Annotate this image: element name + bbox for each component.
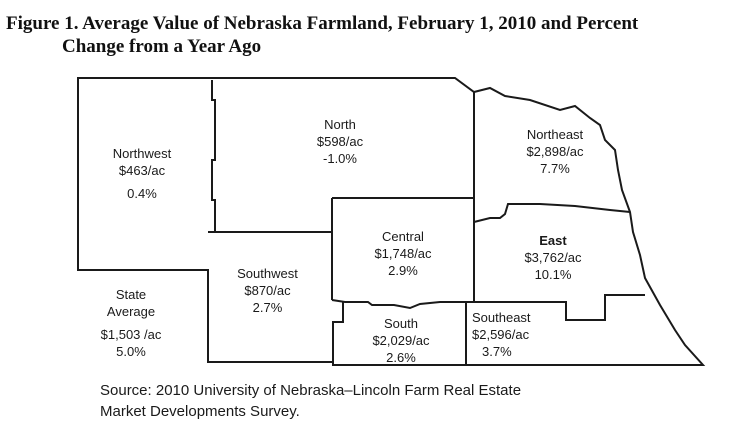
- region-east-change: 10.1%: [534, 267, 572, 282]
- region-northeast-name: Northeast: [526, 127, 584, 142]
- south-west-border: [332, 302, 344, 362]
- figure-title: Figure 1. Average Value of Nebraska Farm…: [6, 12, 732, 58]
- region-southeast-value: $2,596/ac: [472, 327, 530, 342]
- region-central: Central $1,748/ac 2.9%: [358, 228, 448, 279]
- region-east: East $3,762/ac 10.1%: [508, 232, 598, 283]
- region-northwest-name: Northwest: [112, 146, 172, 161]
- figure-title-line2: Change from a Year Ago: [62, 36, 262, 57]
- region-southwest: Southwest $870/ac 2.7%: [225, 265, 310, 316]
- source-line2: Market Developments Survey.: [100, 403, 300, 420]
- region-northwest-change: 0.4%: [127, 186, 157, 201]
- state-average-label-line1: State: [115, 287, 147, 302]
- region-north-value: $598/ac: [316, 134, 364, 149]
- region-northeast-value: $2,898/ac: [526, 144, 584, 159]
- region-south: South $2,029/ac 2.6%: [356, 315, 446, 366]
- region-southeast-change: 3.7%: [482, 344, 512, 359]
- region-southeast: Southeast $2,596/ac 3.7%: [472, 309, 552, 360]
- region-north-name: North: [324, 117, 356, 132]
- figure-title-line1: Figure 1. Average Value of Nebraska Farm…: [6, 13, 639, 34]
- region-southwest-name: Southwest: [237, 266, 298, 281]
- region-north-change: -1.0%: [323, 151, 357, 166]
- region-central-change: 2.9%: [388, 263, 418, 278]
- state-average-value: $1,503 /ac: [100, 327, 162, 342]
- region-northwest-value: $463/ac: [118, 163, 166, 178]
- east-south-border: [474, 294, 645, 321]
- state-average-label-line2: Average: [106, 304, 156, 319]
- region-central-value: $1,748/ac: [374, 246, 432, 261]
- region-southwest-value: $870/ac: [244, 283, 291, 298]
- region-northeast-change: 7.7%: [540, 161, 570, 176]
- region-east-value: $3,762/ac: [524, 250, 582, 265]
- region-northeast: Northeast $2,898/ac 7.7%: [510, 126, 600, 177]
- region-south-value: $2,029/ac: [372, 333, 430, 348]
- region-northwest: Northwest $463/ac 0.4%: [102, 145, 182, 202]
- state-average: State Average $1,503 /ac 5.0%: [96, 286, 166, 360]
- region-east-name: East: [539, 233, 567, 248]
- state-average-change: 5.0%: [116, 344, 146, 359]
- region-southeast-name: Southeast: [472, 310, 531, 325]
- source-line1: Source: 2010 University of Nebraska–Linc…: [100, 382, 522, 399]
- region-north: North $598/ac -1.0%: [300, 116, 380, 167]
- region-southwest-change: 2.7%: [252, 300, 283, 315]
- source-note: Source: 2010 University of Nebraska–Linc…: [100, 380, 700, 422]
- region-south-change: 2.6%: [386, 350, 416, 365]
- northwest-east-border: [211, 80, 216, 232]
- northeast-south-border: [473, 203, 631, 223]
- region-south-name: South: [384, 316, 418, 331]
- central-south-border: [331, 299, 474, 310]
- state-outline: [77, 77, 706, 366]
- region-central-name: Central: [382, 229, 424, 244]
